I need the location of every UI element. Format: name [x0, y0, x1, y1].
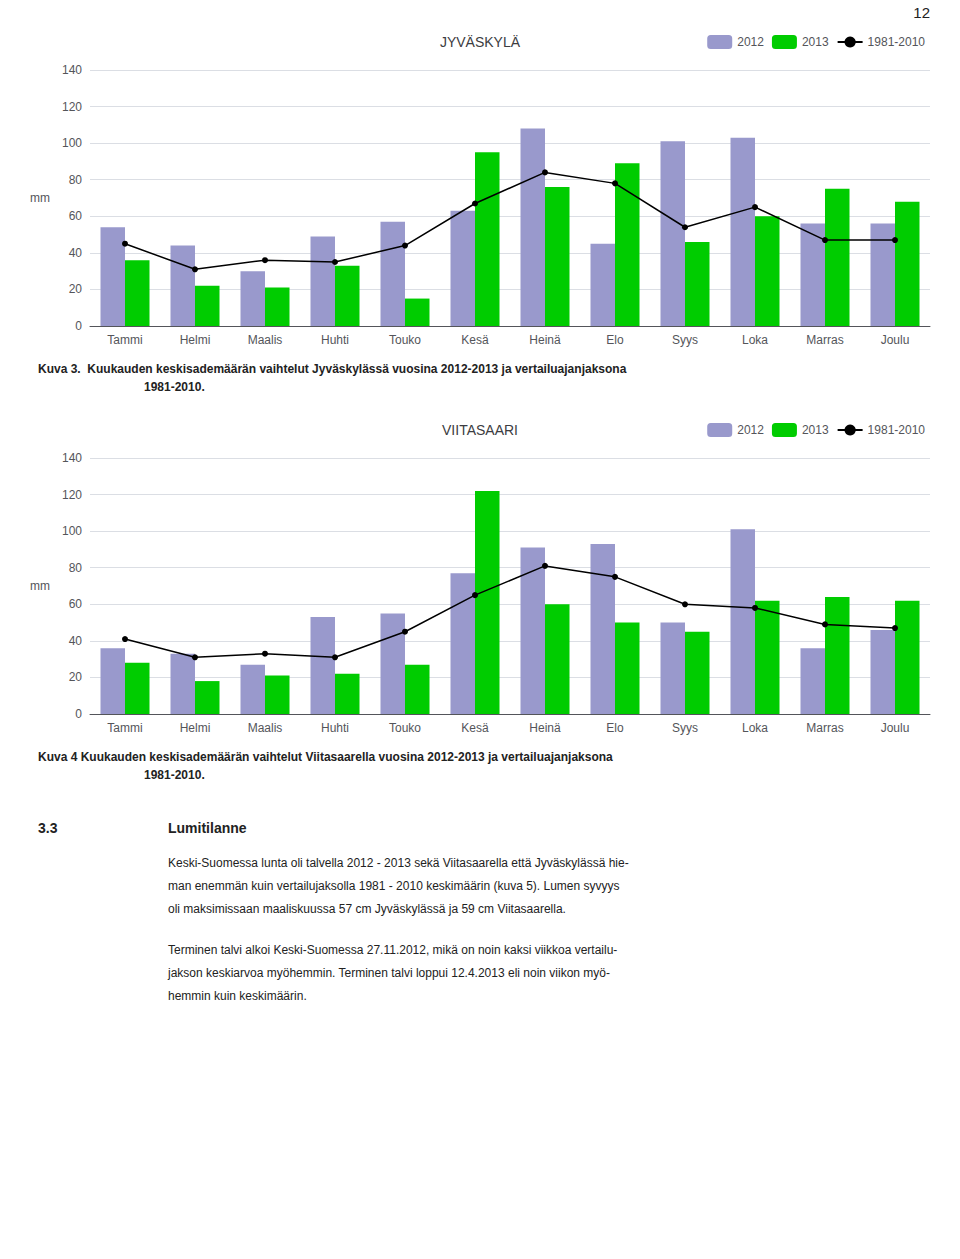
html-text:1981-2010.: 1981-2010.	[144, 380, 205, 394]
html-text:Terminen talvi alkoi Keski-Suo: Terminen talvi alkoi Keski-Suomessa 27.1…	[168, 943, 618, 957]
html-text:jakson keskiarvoa myöhemmin. T: jakson keskiarvoa myöhemmin. Terminen ta…	[168, 966, 610, 980]
html-text:Lumitilanne: Lumitilanne	[168, 820, 247, 836]
svg-text:Marras: Marras	[806, 333, 843, 347]
svg-text:Maalis: Maalis	[248, 721, 283, 735]
svg-text:80: 80	[69, 173, 83, 187]
svg-text:140: 140	[62, 63, 82, 77]
svg-text:40: 40	[69, 634, 83, 648]
svg-text:80: 80	[69, 561, 83, 575]
svg-text:60: 60	[69, 209, 83, 223]
svg-text:Syys: Syys	[672, 333, 698, 347]
svg-text:Touko: Touko	[389, 721, 421, 735]
svg-text:Kesä: Kesä	[461, 333, 489, 347]
html-text:man enemmän kuin vertailujakso: man enemmän kuin vertailujaksolla 1981 -…	[168, 879, 620, 893]
svg-text:0: 0	[75, 319, 82, 333]
svg-text:1981-2010: 1981-2010	[868, 35, 926, 49]
svg-text:Kesä: Kesä	[461, 721, 489, 735]
svg-text:100: 100	[62, 524, 82, 538]
svg-text:2013: 2013	[802, 423, 829, 437]
svg-text:Helmi: Helmi	[180, 721, 211, 735]
svg-text:mm: mm	[30, 191, 50, 205]
html-text:12: 12	[913, 4, 930, 21]
svg-text:2012: 2012	[737, 423, 764, 437]
html-text:Keski-Suomessa lunta oli talve: Keski-Suomessa lunta oli talvella 2012 -…	[168, 856, 629, 870]
svg-text:Elo: Elo	[606, 333, 624, 347]
html-text:oli maksimissaan maaliskuussa: oli maksimissaan maaliskuussa 57 cm Jyvä…	[168, 902, 566, 916]
svg-text:mm: mm	[30, 579, 50, 593]
svg-text:20: 20	[69, 282, 83, 296]
svg-text:Elo: Elo	[606, 721, 624, 735]
svg-text:120: 120	[62, 100, 82, 114]
svg-text:Huhti: Huhti	[321, 721, 349, 735]
svg-text:Loka: Loka	[742, 333, 768, 347]
html-text:1981-2010.: 1981-2010.	[144, 768, 205, 782]
svg-text:Marras: Marras	[806, 721, 843, 735]
svg-text:Joulu: Joulu	[881, 333, 910, 347]
svg-text:120: 120	[62, 488, 82, 502]
svg-text:VIITASAARI: VIITASAARI	[442, 422, 518, 438]
html-text:hemmin kuin keskimäärin.: hemmin kuin keskimäärin.	[168, 989, 307, 1003]
html-text:Kuva 3. Kuukauden keskisademää: Kuva 3. Kuukauden keskisademäärän vaihte…	[38, 362, 627, 376]
svg-text:Tammi: Tammi	[107, 721, 142, 735]
svg-text:1981-2010: 1981-2010	[868, 423, 926, 437]
svg-text:JYVÄSKYLÄ: JYVÄSKYLÄ	[440, 34, 521, 50]
html-text:3.3: 3.3	[38, 820, 58, 836]
svg-text:140: 140	[62, 451, 82, 465]
html-text:Kuva 4 Kuukauden keskisademäär: Kuva 4 Kuukauden keskisademäärän vaihtel…	[38, 750, 613, 764]
svg-text:Huhti: Huhti	[321, 333, 349, 347]
svg-text:2013: 2013	[802, 35, 829, 49]
svg-text:Heinä: Heinä	[529, 333, 561, 347]
svg-text:60: 60	[69, 597, 83, 611]
svg-text:Maalis: Maalis	[248, 333, 283, 347]
svg-text:Loka: Loka	[742, 721, 768, 735]
svg-text:2012: 2012	[737, 35, 764, 49]
svg-text:Heinä: Heinä	[529, 721, 561, 735]
svg-text:0: 0	[75, 707, 82, 721]
svg-text:Syys: Syys	[672, 721, 698, 735]
svg-text:Joulu: Joulu	[881, 721, 910, 735]
svg-text:40: 40	[69, 246, 83, 260]
svg-text:100: 100	[62, 136, 82, 150]
svg-text:Touko: Touko	[389, 333, 421, 347]
svg-text:20: 20	[69, 670, 83, 684]
svg-text:Tammi: Tammi	[107, 333, 142, 347]
svg-text:Helmi: Helmi	[180, 333, 211, 347]
